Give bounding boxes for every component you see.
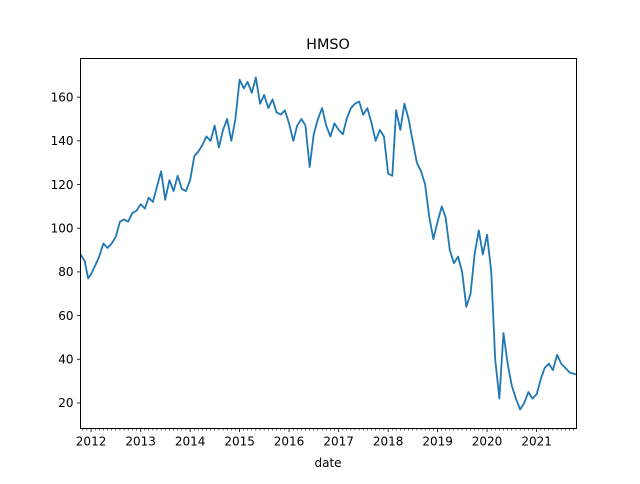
x-tick-label: 2013 (125, 435, 156, 449)
y-tick-label: 160 (51, 90, 74, 104)
x-tick-label: 2015 (224, 435, 255, 449)
x-tick-label: 2017 (323, 435, 354, 449)
y-tick-label: 100 (51, 222, 74, 236)
x-tick-label: 2018 (373, 435, 404, 449)
y-axis: 20 40 60 80 100 120 140 160 (51, 90, 81, 410)
x-tick-label: 2012 (76, 435, 107, 449)
y-tick-label: 40 (58, 353, 73, 367)
x-tick-label: 2019 (422, 435, 453, 449)
y-tick-label: 20 (58, 396, 73, 410)
y-tick-label: 120 (51, 178, 74, 192)
plot-area-frame (80, 58, 577, 429)
x-axis: 2012 2013 2014 2015 2016 2017 2018 2019 2020 2021 (76, 428, 574, 449)
y-tick-label: 60 (58, 309, 73, 323)
y-tick-label: 140 (51, 134, 74, 148)
x-tick-label: 2020 (472, 435, 503, 449)
x-tick-label: 2021 (521, 435, 552, 449)
x-tick-label: 2016 (274, 435, 305, 449)
x-tick-label: 2014 (175, 435, 206, 449)
y-tick-label: 80 (58, 265, 73, 279)
chart-title: HMSO (306, 37, 350, 53)
x-axis-label: date (314, 456, 341, 470)
series-line (79, 76, 577, 411)
